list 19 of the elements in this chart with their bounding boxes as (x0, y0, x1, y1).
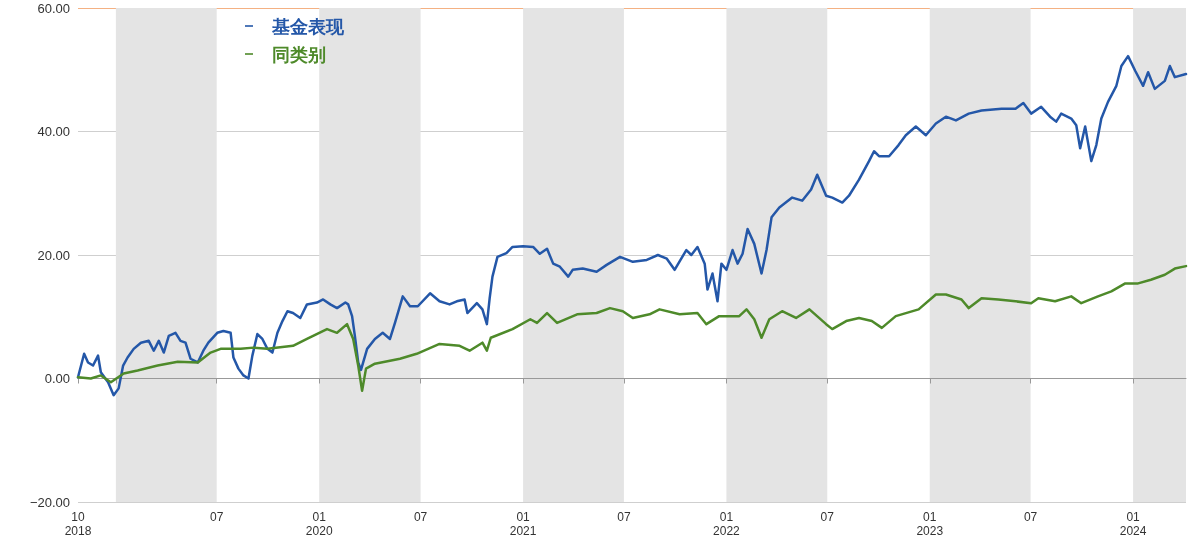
line-series (76, 264, 1188, 393)
x-tick-label: 01 2020 (305, 510, 333, 538)
y-tick-label: 60.00 (37, 0, 70, 16)
x-tick-label: 01 2023 (916, 510, 944, 538)
y-tick-label: 20.00 (37, 247, 70, 263)
x-tick-label: 07 (210, 510, 224, 524)
x-tick-label: 07 (413, 510, 428, 524)
y-tick-label: 0.00 (44, 371, 70, 386)
x-tick-label: 07 (1023, 510, 1038, 524)
legend-label: 基金表现 (271, 15, 345, 37)
x-tick-label: 01 2021 (509, 510, 537, 538)
x-tick-label: 01 2022 (713, 510, 741, 538)
legend-label: 同类别 (272, 43, 326, 65)
y-tick-label: −20.00 (29, 494, 70, 510)
x-tick-label: 01 2024 (1119, 510, 1147, 538)
x-tick-label: 07 (617, 510, 631, 524)
y-tick-label: 40.00 (37, 124, 70, 139)
x-tick-label: 10 2018 (64, 510, 92, 538)
x-tick-label: 07 (820, 510, 835, 524)
